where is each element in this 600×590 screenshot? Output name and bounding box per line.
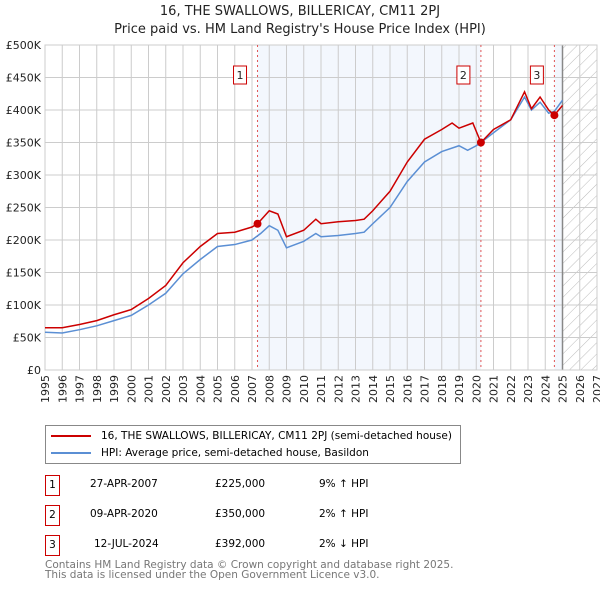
x-tick-label: 2010 (298, 375, 311, 403)
series-line-hpi (44, 95, 564, 334)
x-tick-label: 1995 (39, 375, 52, 403)
sale-price: £392,000 (215, 538, 266, 550)
x-tick-label: 2024 (539, 375, 552, 403)
series-line-property (45, 89, 564, 329)
x-tick-label: 1997 (74, 375, 87, 403)
legend: 16, THE SWALLOWS, BILLERICAY, CM11 2PJ (… (45, 425, 461, 464)
chart-title: 16, THE SWALLOWS, BILLERICAY, CM11 2PJ (159, 4, 441, 19)
x-tick-label: 2005 (212, 375, 225, 403)
x-tick-label: 2025 (557, 375, 570, 403)
sale-marker-label: 1 (45, 475, 60, 496)
y-tick-label: £250K (6, 202, 42, 215)
x-tick-label: 2027 (591, 375, 600, 403)
sale-date: 12-JUL-2024 (94, 538, 159, 550)
x-tick-label: 2016 (401, 375, 414, 403)
y-tick-label: £450K (6, 72, 42, 85)
x-tick-label: 1998 (91, 375, 104, 403)
x-tick-label: 2015 (384, 375, 397, 403)
y-tick-label: £100K (6, 299, 42, 312)
sale-label-box (529, 65, 544, 85)
x-tick-label: 2020 (470, 375, 483, 403)
y-tick-label: £50K (13, 332, 42, 345)
x-tick-label: 2017 (419, 375, 432, 403)
chart-subtitle: Price paid vs. HM Land Registry's House … (114, 22, 486, 37)
y-tick-label: £300K (6, 169, 42, 182)
x-tick-label: 2006 (229, 375, 242, 403)
sale-hpi: 2% ↑ HPI (319, 508, 369, 520)
x-tick-label: 2002 (160, 375, 173, 403)
legend-swatch-red (51, 435, 91, 437)
legend-label-property: 16, THE SWALLOWS, BILLERICAY, CM11 2PJ (… (101, 430, 452, 442)
x-tick-label: 2003 (177, 375, 190, 403)
sale-point (253, 219, 262, 228)
x-tick-label: 1999 (108, 375, 121, 403)
x-tick-label: 2009 (281, 375, 294, 403)
sale-marker-label: 2 (45, 505, 60, 526)
footer-line-1: Contains HM Land Registry data © Crown c… (45, 559, 454, 571)
y-tick-label: £200K (6, 234, 42, 247)
x-tick-label: 2022 (505, 375, 518, 403)
sale-marker-label: 3 (45, 535, 60, 556)
x-tick-label: 2026 (574, 375, 587, 403)
sale-point (476, 138, 485, 147)
legend-label-hpi: HPI: Average price, semi-detached house,… (101, 447, 369, 459)
x-tick-label: 2014 (367, 375, 380, 403)
x-tick-label: 2004 (194, 375, 207, 403)
sale-label: 1 (237, 69, 244, 82)
legend-swatch-blue (51, 452, 91, 454)
y-tick-label: £500K (6, 39, 42, 52)
plot-border (44, 44, 598, 371)
x-tick-label: 2021 (488, 375, 501, 403)
sale-date: 09-APR-2020 (90, 508, 158, 520)
sale-price: £225,000 (215, 478, 266, 490)
x-tick-label: 2001 (143, 375, 156, 403)
x-tick-label: 2019 (453, 375, 466, 403)
x-tick-label: 2012 (332, 375, 345, 403)
x-tick-label: 2008 (263, 375, 276, 403)
footer-line-2: This data is licensed under the Open Gov… (45, 569, 380, 581)
y-tick-label: £0 (27, 364, 41, 377)
x-tick-label: 2007 (246, 375, 259, 403)
x-tick-label: 2018 (436, 375, 449, 403)
y-tick-label: £350K (6, 137, 42, 150)
sale-price: £350,000 (215, 508, 266, 520)
sale-hpi: 2% ↓ HPI (319, 538, 369, 550)
plot-area: 1995 1996 1997 1998 1999 2000 2001 2002 2003 2004… (6, 39, 600, 403)
sale-label: 3 (533, 69, 540, 82)
sale-label-box (233, 65, 248, 85)
y-tick-label: £150K (6, 267, 42, 280)
y-tick-label: £400K (6, 104, 42, 117)
footer: Contains HM Land Registry data © Crown c… (45, 559, 454, 581)
sale-point (550, 111, 559, 120)
sale-label: 2 (460, 69, 467, 82)
sale-hpi: 9% ↑ HPI (319, 478, 369, 490)
x-tick-label: 2023 (522, 375, 535, 403)
sale-date: 27-APR-2007 (90, 478, 158, 490)
x-tick-label: 1996 (56, 375, 69, 403)
sale-label-box (456, 65, 471, 85)
x-tick-label: 2011 (315, 375, 328, 403)
x-tick-label: 2000 (125, 375, 138, 403)
x-tick-label: 2013 (350, 375, 363, 403)
